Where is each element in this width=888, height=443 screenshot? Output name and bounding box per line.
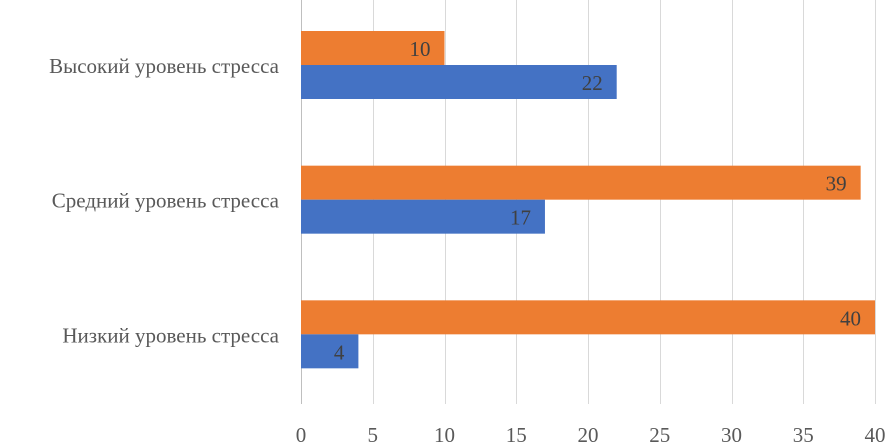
bars xyxy=(301,31,875,369)
data-labels: 10 22 39 17 40 4 xyxy=(334,37,861,364)
bar xyxy=(301,65,617,99)
bar xyxy=(301,300,875,335)
x-tick-label: 30 xyxy=(721,423,742,443)
bar xyxy=(301,334,359,369)
data-label: 22 xyxy=(582,71,603,95)
category-label: Высокий уровень стресса xyxy=(49,54,280,78)
x-tick-label: 25 xyxy=(649,423,670,443)
x-tick-label: 10 xyxy=(434,423,455,443)
data-label: 39 xyxy=(826,172,847,196)
category-label: Средний уровень стресса xyxy=(52,189,280,213)
data-label: 10 xyxy=(410,37,431,61)
data-label: 4 xyxy=(334,340,345,364)
x-tick-label: 0 xyxy=(296,423,307,443)
bar xyxy=(301,165,861,200)
x-tick-label: 40 xyxy=(865,423,886,443)
data-label: 40 xyxy=(840,306,861,330)
category-label: Низкий уровень стресса xyxy=(62,323,279,347)
x-tick-label: 35 xyxy=(793,423,814,443)
bar xyxy=(301,31,445,65)
x-tick-label: 15 xyxy=(506,423,527,443)
x-tick-label: 5 xyxy=(368,423,379,443)
data-label: 17 xyxy=(510,206,531,230)
bar xyxy=(301,199,545,234)
value-axis: 0 5 10 15 20 25 30 35 40 xyxy=(296,423,886,443)
category-axis: Высокий уровень стресса Средний уровень с… xyxy=(49,54,280,347)
x-tick-label: 20 xyxy=(578,423,599,443)
